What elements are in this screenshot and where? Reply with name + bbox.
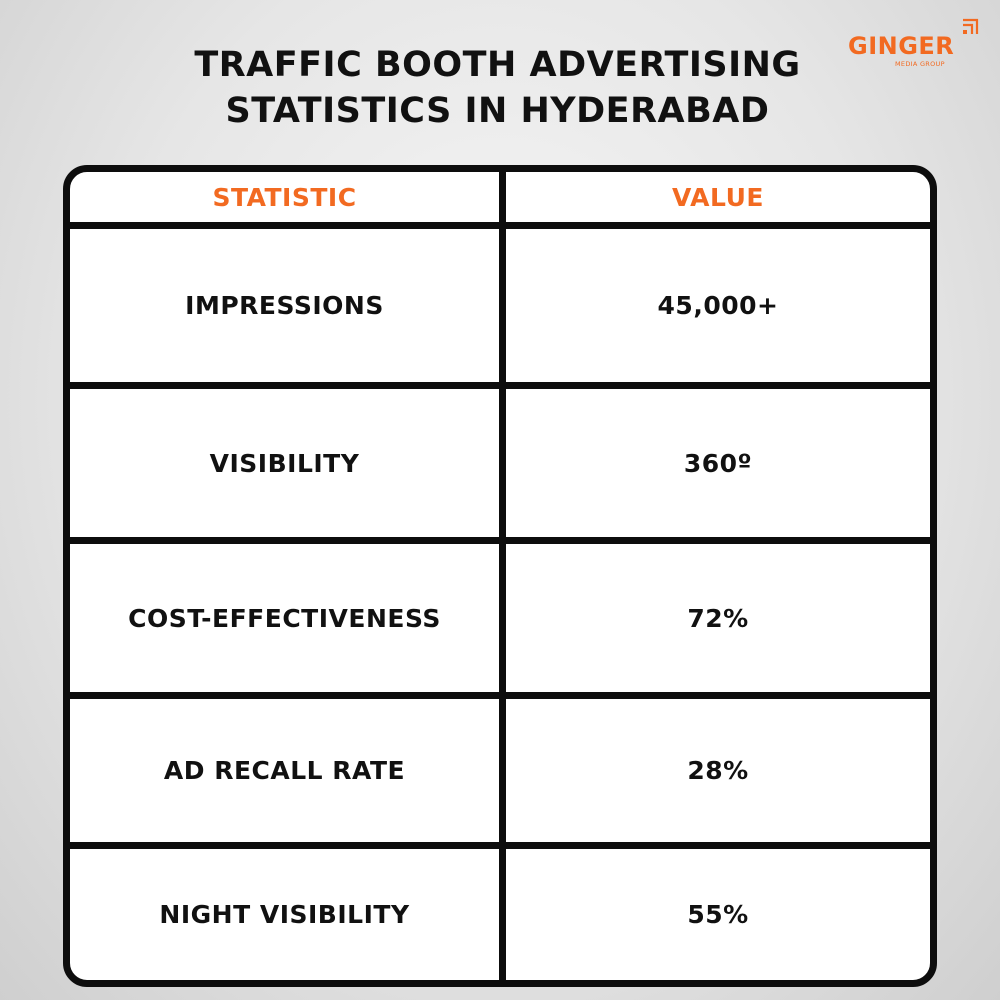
column-divider xyxy=(499,849,506,980)
table-row: IMPRESSIONS 45,000+ xyxy=(70,222,930,382)
column-divider xyxy=(499,544,506,692)
brand-logo-tagline: MEDIA GROUP xyxy=(895,60,945,68)
row-value: 55% xyxy=(687,900,749,929)
page-title-line-2: STATISTICS IN HYDERABAD xyxy=(225,91,770,131)
table-row: COST-EFFECTIVENESS 72% xyxy=(70,537,930,692)
row-value: 28% xyxy=(687,756,749,785)
row-statistic: VISIBILITY xyxy=(209,448,360,478)
column-divider xyxy=(499,699,506,842)
row-statistic: IMPRESSIONS xyxy=(185,291,384,320)
table-header-row: STATISTIC VALUE xyxy=(70,172,930,222)
column-divider xyxy=(499,172,506,222)
row-value: 45,000+ xyxy=(657,291,779,320)
table-row: VISIBILITY 360º xyxy=(70,382,930,537)
table-row: NIGHT VISIBILITY 55% xyxy=(70,842,930,980)
statistics-table: STATISTIC VALUE IMPRESSIONS 45,000+ VISI… xyxy=(63,165,937,987)
row-statistic: AD RECALL RATE xyxy=(163,756,406,785)
row-statistic: NIGHT VISIBILITY xyxy=(159,900,410,929)
logo-signal-icon xyxy=(963,18,979,34)
table-row: AD RECALL RATE 28% xyxy=(70,692,930,842)
header-statistic: STATISTIC xyxy=(212,182,357,212)
brand-logo-name: GINGER xyxy=(848,32,955,60)
row-value: 360º xyxy=(683,448,753,478)
brand-logo: GINGER MEDIA GROUP xyxy=(848,18,988,78)
header-value: VALUE xyxy=(672,182,764,212)
page-title-line-1: TRAFFIC BOOTH ADVERTISING xyxy=(194,45,801,85)
column-divider xyxy=(499,229,506,382)
row-value: 72% xyxy=(687,603,749,633)
row-statistic: COST-EFFECTIVENESS xyxy=(128,603,441,633)
column-divider xyxy=(499,389,506,537)
page-title: TRAFFIC BOOTH ADVERTISING STATISTICS IN … xyxy=(95,42,900,134)
